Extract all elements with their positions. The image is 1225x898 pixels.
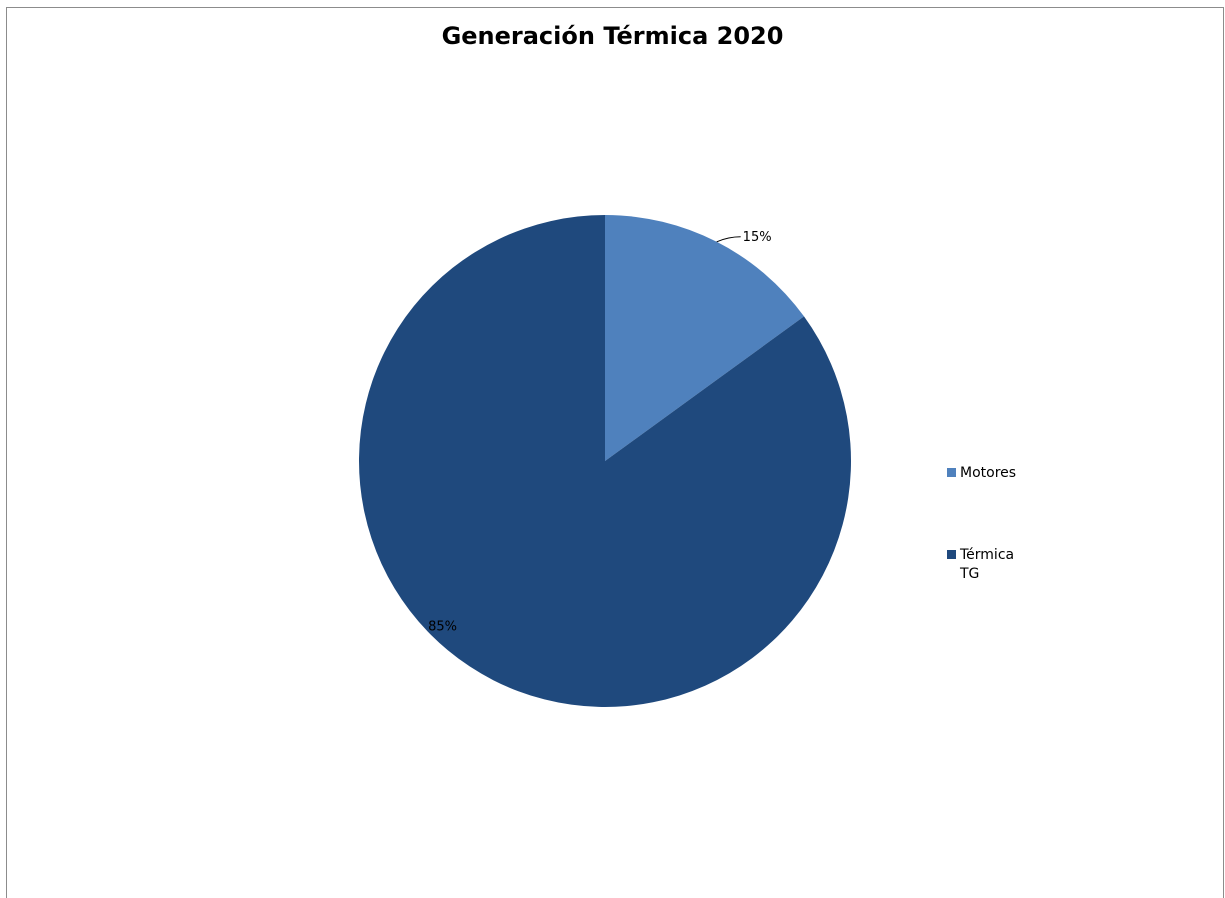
legend-label-motores: Motores [960,465,1017,481]
pie-slice-t-rmica-tg [359,215,852,707]
legend-swatch-motores [947,468,956,477]
leader-line-motores [716,236,741,243]
chart-title: Generación Térmica 2020 [441,22,784,50]
legend-item-motores: Motores [947,464,1040,483]
legend-item-termica-tg: Térmica TG [947,546,1022,584]
data-label-motores: 15% [743,230,772,245]
data-label-t-rmica-tg: 85% [428,620,457,635]
legend-swatch-termica-tg [947,550,956,559]
legend-label-termica-tg: Térmica TG [960,547,1015,582]
pie-slice-motores [605,215,805,461]
